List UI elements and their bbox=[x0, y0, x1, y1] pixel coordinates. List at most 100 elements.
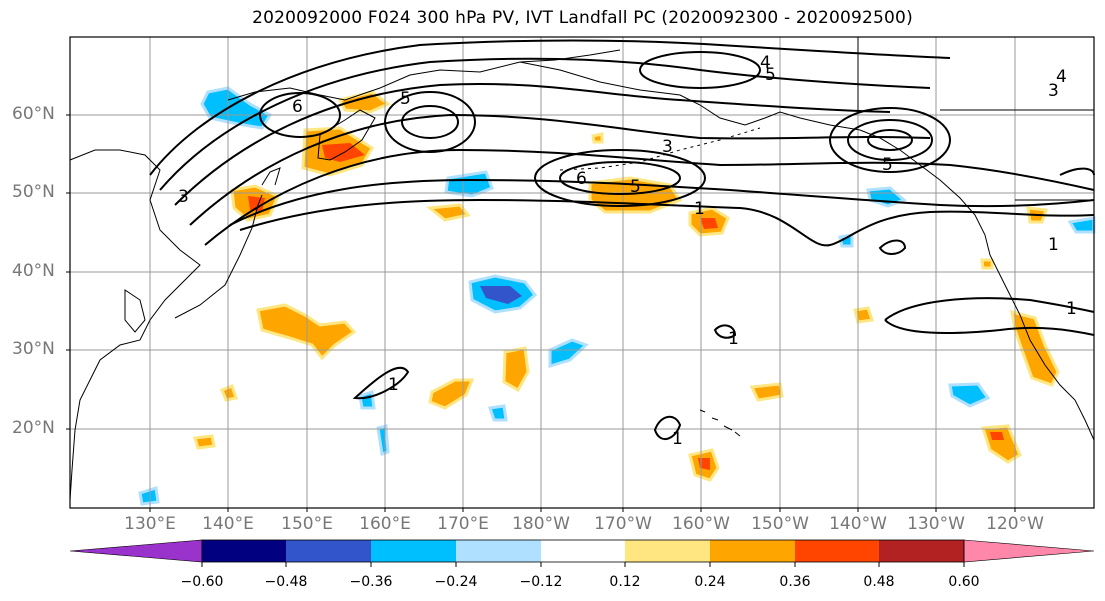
contour-label: 1 bbox=[728, 329, 739, 349]
positive-anomaly bbox=[256, 303, 357, 361]
contour-closed bbox=[639, 51, 761, 89]
negative-anomaly bbox=[444, 170, 494, 198]
contour-line bbox=[159, 57, 931, 191]
colorbar-tick-label: 0.36 bbox=[779, 574, 811, 590]
graticule bbox=[70, 37, 1094, 508]
positive-anomaly bbox=[193, 434, 216, 450]
lon-label: 130°W bbox=[907, 514, 965, 534]
contour-label: 5 bbox=[882, 155, 893, 175]
chart-title: 2020092000 F024 300 hPa PV, IVT Landfall… bbox=[252, 8, 913, 28]
japan-coast bbox=[261, 167, 281, 186]
contour-label: 6 bbox=[576, 169, 587, 189]
lon-label: 150°W bbox=[751, 514, 809, 534]
contour-closed bbox=[878, 239, 907, 255]
siberia-coast bbox=[227, 49, 621, 101]
contour-line bbox=[204, 148, 1095, 246]
hawaii-islands bbox=[699, 409, 741, 437]
colorbar-tick-label: 0.24 bbox=[694, 574, 726, 590]
contour-label: 1 bbox=[1048, 235, 1059, 255]
contour-closed bbox=[352, 366, 410, 400]
contour-label: 3 bbox=[178, 187, 189, 207]
contour-labels: 3 5 5 6 4 5 4 3 3 5 6 1 1 1 1 1 1 bbox=[178, 53, 1077, 449]
contour-label: 5 bbox=[400, 89, 411, 109]
positive-anomaly bbox=[591, 132, 604, 144]
positive-anomaly bbox=[428, 378, 475, 410]
lat-label: 50°N bbox=[12, 182, 55, 202]
contour-line bbox=[884, 319, 1095, 336]
contour-label: 6 bbox=[292, 97, 303, 117]
contour-closed bbox=[401, 105, 459, 139]
positive-anomaly bbox=[853, 306, 874, 324]
lat-label: 30°N bbox=[12, 339, 55, 359]
asia-coast bbox=[69, 149, 201, 501]
contour-line bbox=[149, 39, 951, 176]
lat-label: 40°N bbox=[12, 261, 55, 281]
korea-coast bbox=[124, 289, 146, 333]
contour-label: 5 bbox=[765, 65, 776, 85]
contour-closed bbox=[534, 149, 706, 207]
lon-label: 160°W bbox=[672, 514, 730, 534]
colorbar-segment bbox=[456, 540, 541, 562]
colorbar-segment bbox=[710, 540, 795, 562]
negative-anomaly bbox=[1067, 216, 1096, 234]
contour-lines bbox=[149, 39, 1095, 440]
colorbar-tick-label: 0.48 bbox=[863, 574, 895, 590]
contour-closed bbox=[829, 107, 951, 173]
colorbar bbox=[69, 539, 1095, 567]
colorbar-segment bbox=[795, 540, 879, 562]
colorbar-segment bbox=[625, 540, 710, 562]
japan-coast bbox=[174, 194, 263, 319]
lat-label: 20°N bbox=[12, 418, 55, 438]
colorbar-segment bbox=[371, 540, 456, 562]
contour-label: 1 bbox=[694, 199, 705, 219]
lon-label: 140°W bbox=[829, 514, 887, 534]
colorbar-tick-label: −0.36 bbox=[349, 574, 393, 590]
contour-line bbox=[229, 178, 1095, 226]
colorbar-tick-label: 0.12 bbox=[609, 574, 641, 590]
colorbar-segment bbox=[879, 540, 964, 562]
negative-anomaly bbox=[488, 404, 508, 422]
colorbar-segment-max bbox=[963, 539, 1095, 563]
negative-anomaly bbox=[138, 486, 160, 506]
contour-line bbox=[884, 297, 1095, 321]
lon-label: 150°E bbox=[281, 514, 333, 534]
strong-anomaly bbox=[990, 432, 1004, 440]
lon-label: 160°E bbox=[359, 514, 411, 534]
lat-label: 60°N bbox=[12, 104, 55, 124]
strong-anomaly bbox=[248, 196, 265, 212]
strong-anomaly bbox=[700, 218, 718, 229]
contour-label: 1 bbox=[672, 429, 683, 449]
contour-label: 3 bbox=[662, 137, 673, 157]
contour-closed bbox=[653, 415, 682, 440]
contour-closed bbox=[559, 161, 681, 195]
positive-anomaly bbox=[220, 384, 238, 402]
contour-label: 3 bbox=[1048, 81, 1059, 101]
contour-label: 1 bbox=[1066, 299, 1077, 319]
colorbar-segment bbox=[202, 540, 286, 562]
contour-line bbox=[174, 83, 891, 206]
colorbar-tick-label: −0.24 bbox=[434, 574, 478, 590]
lon-label: 180°W bbox=[512, 514, 570, 534]
lon-label: 120°W bbox=[986, 514, 1044, 534]
negative-anomaly bbox=[200, 86, 273, 130]
contour-label: 4 bbox=[1056, 67, 1067, 87]
colorbar-segment bbox=[541, 540, 625, 562]
colorbar-segment-min bbox=[69, 539, 203, 563]
positive-anomaly bbox=[502, 346, 530, 393]
canada-border bbox=[857, 37, 1094, 201]
strong-negative-anomaly bbox=[480, 286, 522, 304]
contour-line bbox=[239, 198, 1095, 247]
colorbar-tick-label: 0.60 bbox=[948, 574, 980, 590]
contour-closed bbox=[867, 129, 913, 151]
positive-anomaly bbox=[337, 90, 391, 114]
colorbar-tick-label: −0.12 bbox=[519, 574, 563, 590]
lon-label: 140°E bbox=[202, 514, 254, 534]
contour-label: 5 bbox=[630, 177, 641, 197]
negative-anomaly bbox=[358, 389, 376, 410]
negative-anomaly bbox=[548, 338, 589, 369]
positive-anomaly bbox=[426, 203, 471, 222]
colorbar-segment bbox=[286, 540, 371, 562]
lon-label: 130°E bbox=[124, 514, 176, 534]
kamchatka-coast bbox=[317, 109, 376, 161]
